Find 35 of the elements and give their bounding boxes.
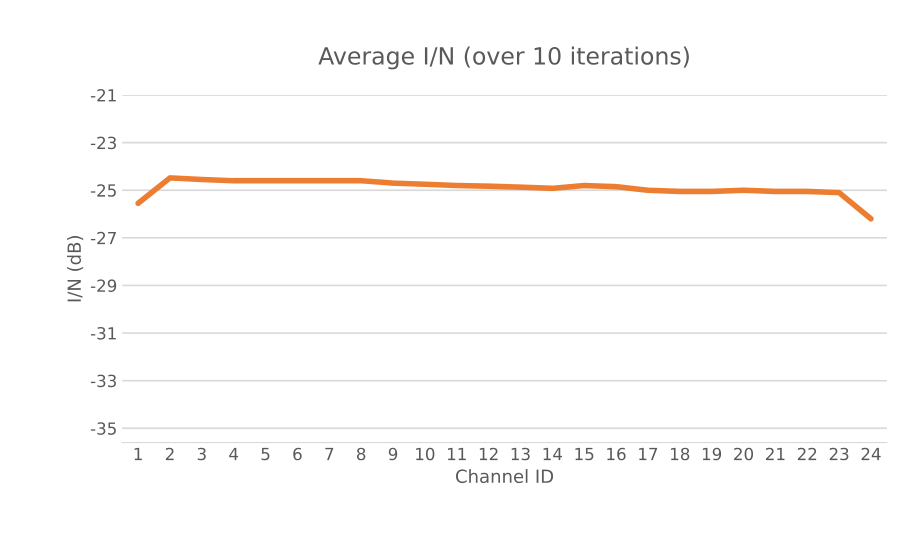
x-tick-label: 10 — [416, 448, 434, 460]
y-tick-label: -33 — [90, 374, 116, 388]
x-tick-label: 22 — [798, 448, 816, 460]
x-tick-label: 21 — [766, 448, 784, 460]
x-tick-label: 13 — [512, 448, 530, 460]
y-tick-label: -31 — [90, 327, 116, 340]
x-tick-label: 2 — [166, 448, 174, 460]
x-tick-label: 15 — [575, 448, 594, 460]
x-tick-label: 16 — [607, 448, 626, 460]
y-tick-label: -21 — [90, 88, 116, 102]
x-tick-label: 3 — [198, 448, 206, 460]
y-tick-label: -29 — [90, 279, 116, 292]
x-tick-label: 19 — [702, 448, 722, 460]
x-tick-label: 23 — [830, 448, 848, 460]
x-tick-label: 7 — [325, 448, 334, 460]
x-tick-label: 8 — [356, 448, 366, 460]
x-tick-label: 5 — [262, 448, 270, 460]
x-tick-label: 11 — [448, 448, 466, 460]
y-tick-label: -35 — [90, 422, 116, 435]
x-tick-label: 4 — [229, 448, 238, 460]
x-tick-label: 18 — [671, 448, 690, 460]
y-tick-label: -27 — [90, 232, 116, 244]
chart-title: Average I/N (over 10 iterations) — [318, 46, 689, 70]
x-axis-title: Channel ID — [456, 469, 554, 484]
x-tick-label: 6 — [293, 448, 302, 460]
x-tick-label: 12 — [480, 448, 498, 460]
x-tick-label: 14 — [544, 448, 562, 460]
y-tick-label: -23 — [90, 136, 116, 150]
x-tick-label: 9 — [388, 448, 398, 460]
y-axis-title: I/N (dB) — [67, 236, 84, 302]
x-tick-label: 24 — [862, 448, 881, 460]
x-tick-label: 1 — [134, 448, 142, 460]
x-tick-label: 20 — [734, 448, 754, 460]
x-tick-label: 17 — [639, 448, 658, 460]
y-tick-label: -25 — [90, 184, 116, 197]
